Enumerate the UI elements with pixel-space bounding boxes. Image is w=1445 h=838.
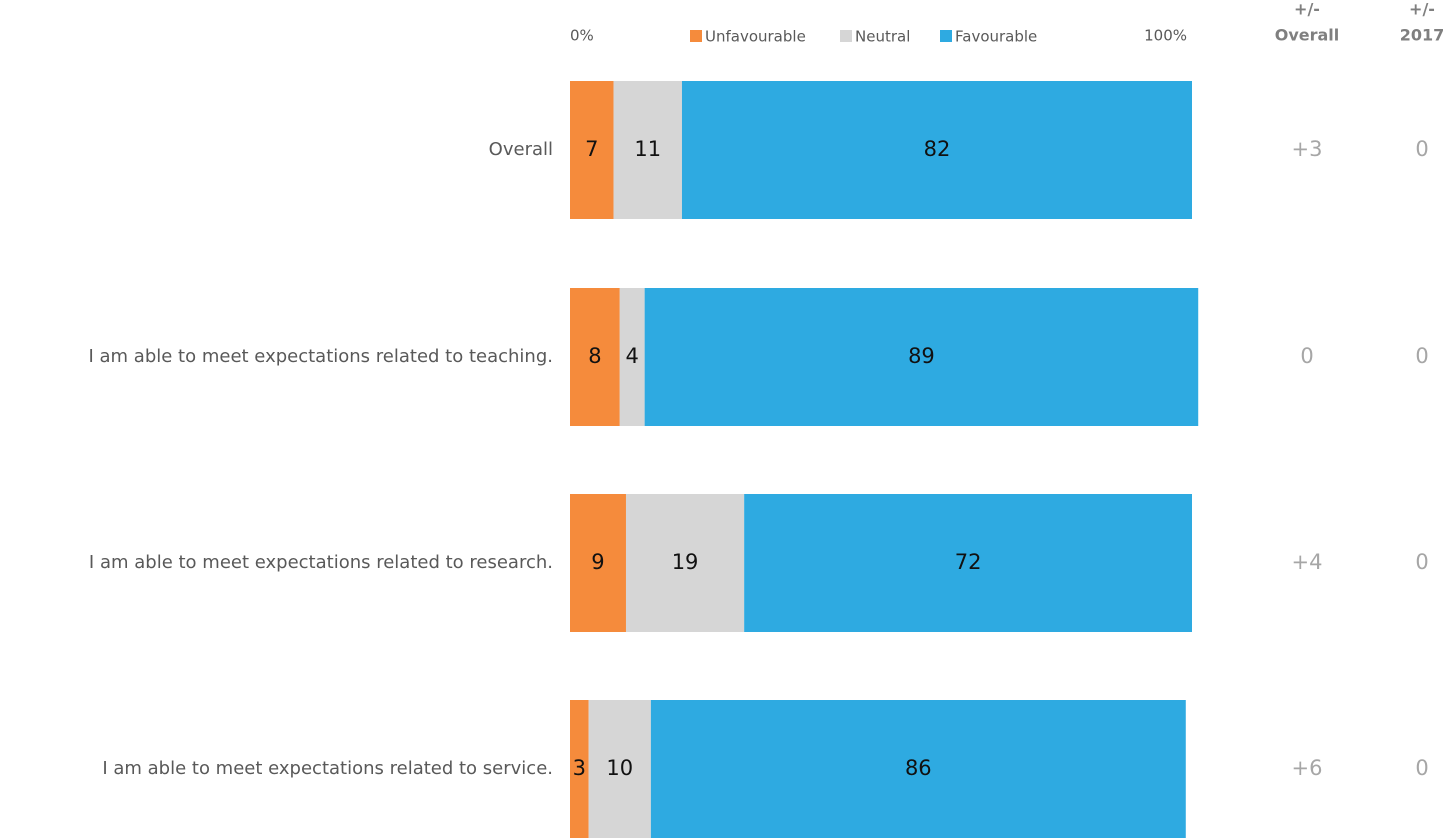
bar-segment: [588, 700, 651, 838]
column-value: +3: [1292, 137, 1323, 161]
bar-value-label: 4: [626, 344, 639, 368]
bar-segment: [650, 700, 1186, 838]
legend-label: Neutral: [855, 28, 910, 46]
legend-swatch: [690, 30, 702, 42]
bar-segment: [570, 81, 614, 219]
bar-segment: [570, 494, 626, 632]
legend-label: Unfavourable: [705, 28, 806, 46]
x-tick-label: 0%: [570, 27, 594, 45]
column-header: +/-: [1294, 0, 1320, 19]
column-header: +/-: [1409, 0, 1435, 19]
bar-segment: [619, 288, 645, 426]
category-label: Overall: [489, 139, 553, 160]
bar-segment: [613, 81, 682, 219]
bar-segment: [570, 700, 589, 838]
bar-segment: [744, 494, 1192, 632]
bar-value-label: 19: [672, 550, 699, 574]
column-value: 0: [1415, 550, 1428, 574]
legend-swatch: [940, 30, 952, 42]
x-tick-label: 100%: [1144, 27, 1187, 45]
bar-segment: [625, 494, 745, 632]
column-value: 0: [1415, 137, 1428, 161]
category-label: I am able to meet expectations related t…: [89, 552, 553, 573]
bar-value-label: 86: [905, 756, 932, 780]
column-header: 2017: [1400, 26, 1445, 45]
bar-value-label: 9: [591, 550, 604, 574]
bar-value-label: 72: [955, 550, 982, 574]
column-header: Overall: [1275, 26, 1340, 45]
category-label: I am able to meet expectations related t…: [102, 758, 553, 779]
legend-swatch: [840, 30, 852, 42]
bar-segment: [681, 81, 1192, 219]
bar-value-label: 7: [585, 137, 598, 161]
column-value: +6: [1292, 756, 1323, 780]
bar-value-label: 10: [606, 756, 633, 780]
bar-segment: [570, 288, 620, 426]
bar-segment: [644, 288, 1199, 426]
bar-value-label: 8: [588, 344, 601, 368]
bar-value-label: 3: [573, 756, 586, 780]
legend-label: Favourable: [955, 28, 1037, 46]
bar-value-label: 89: [908, 344, 935, 368]
category-label: I am able to meet expectations related t…: [88, 346, 553, 367]
bar-value-label: 11: [634, 137, 661, 161]
column-value: +4: [1292, 550, 1323, 574]
bar-value-label: 82: [924, 137, 951, 161]
column-value: 0: [1415, 756, 1428, 780]
column-value: 0: [1415, 344, 1428, 368]
column-value: 0: [1300, 344, 1313, 368]
